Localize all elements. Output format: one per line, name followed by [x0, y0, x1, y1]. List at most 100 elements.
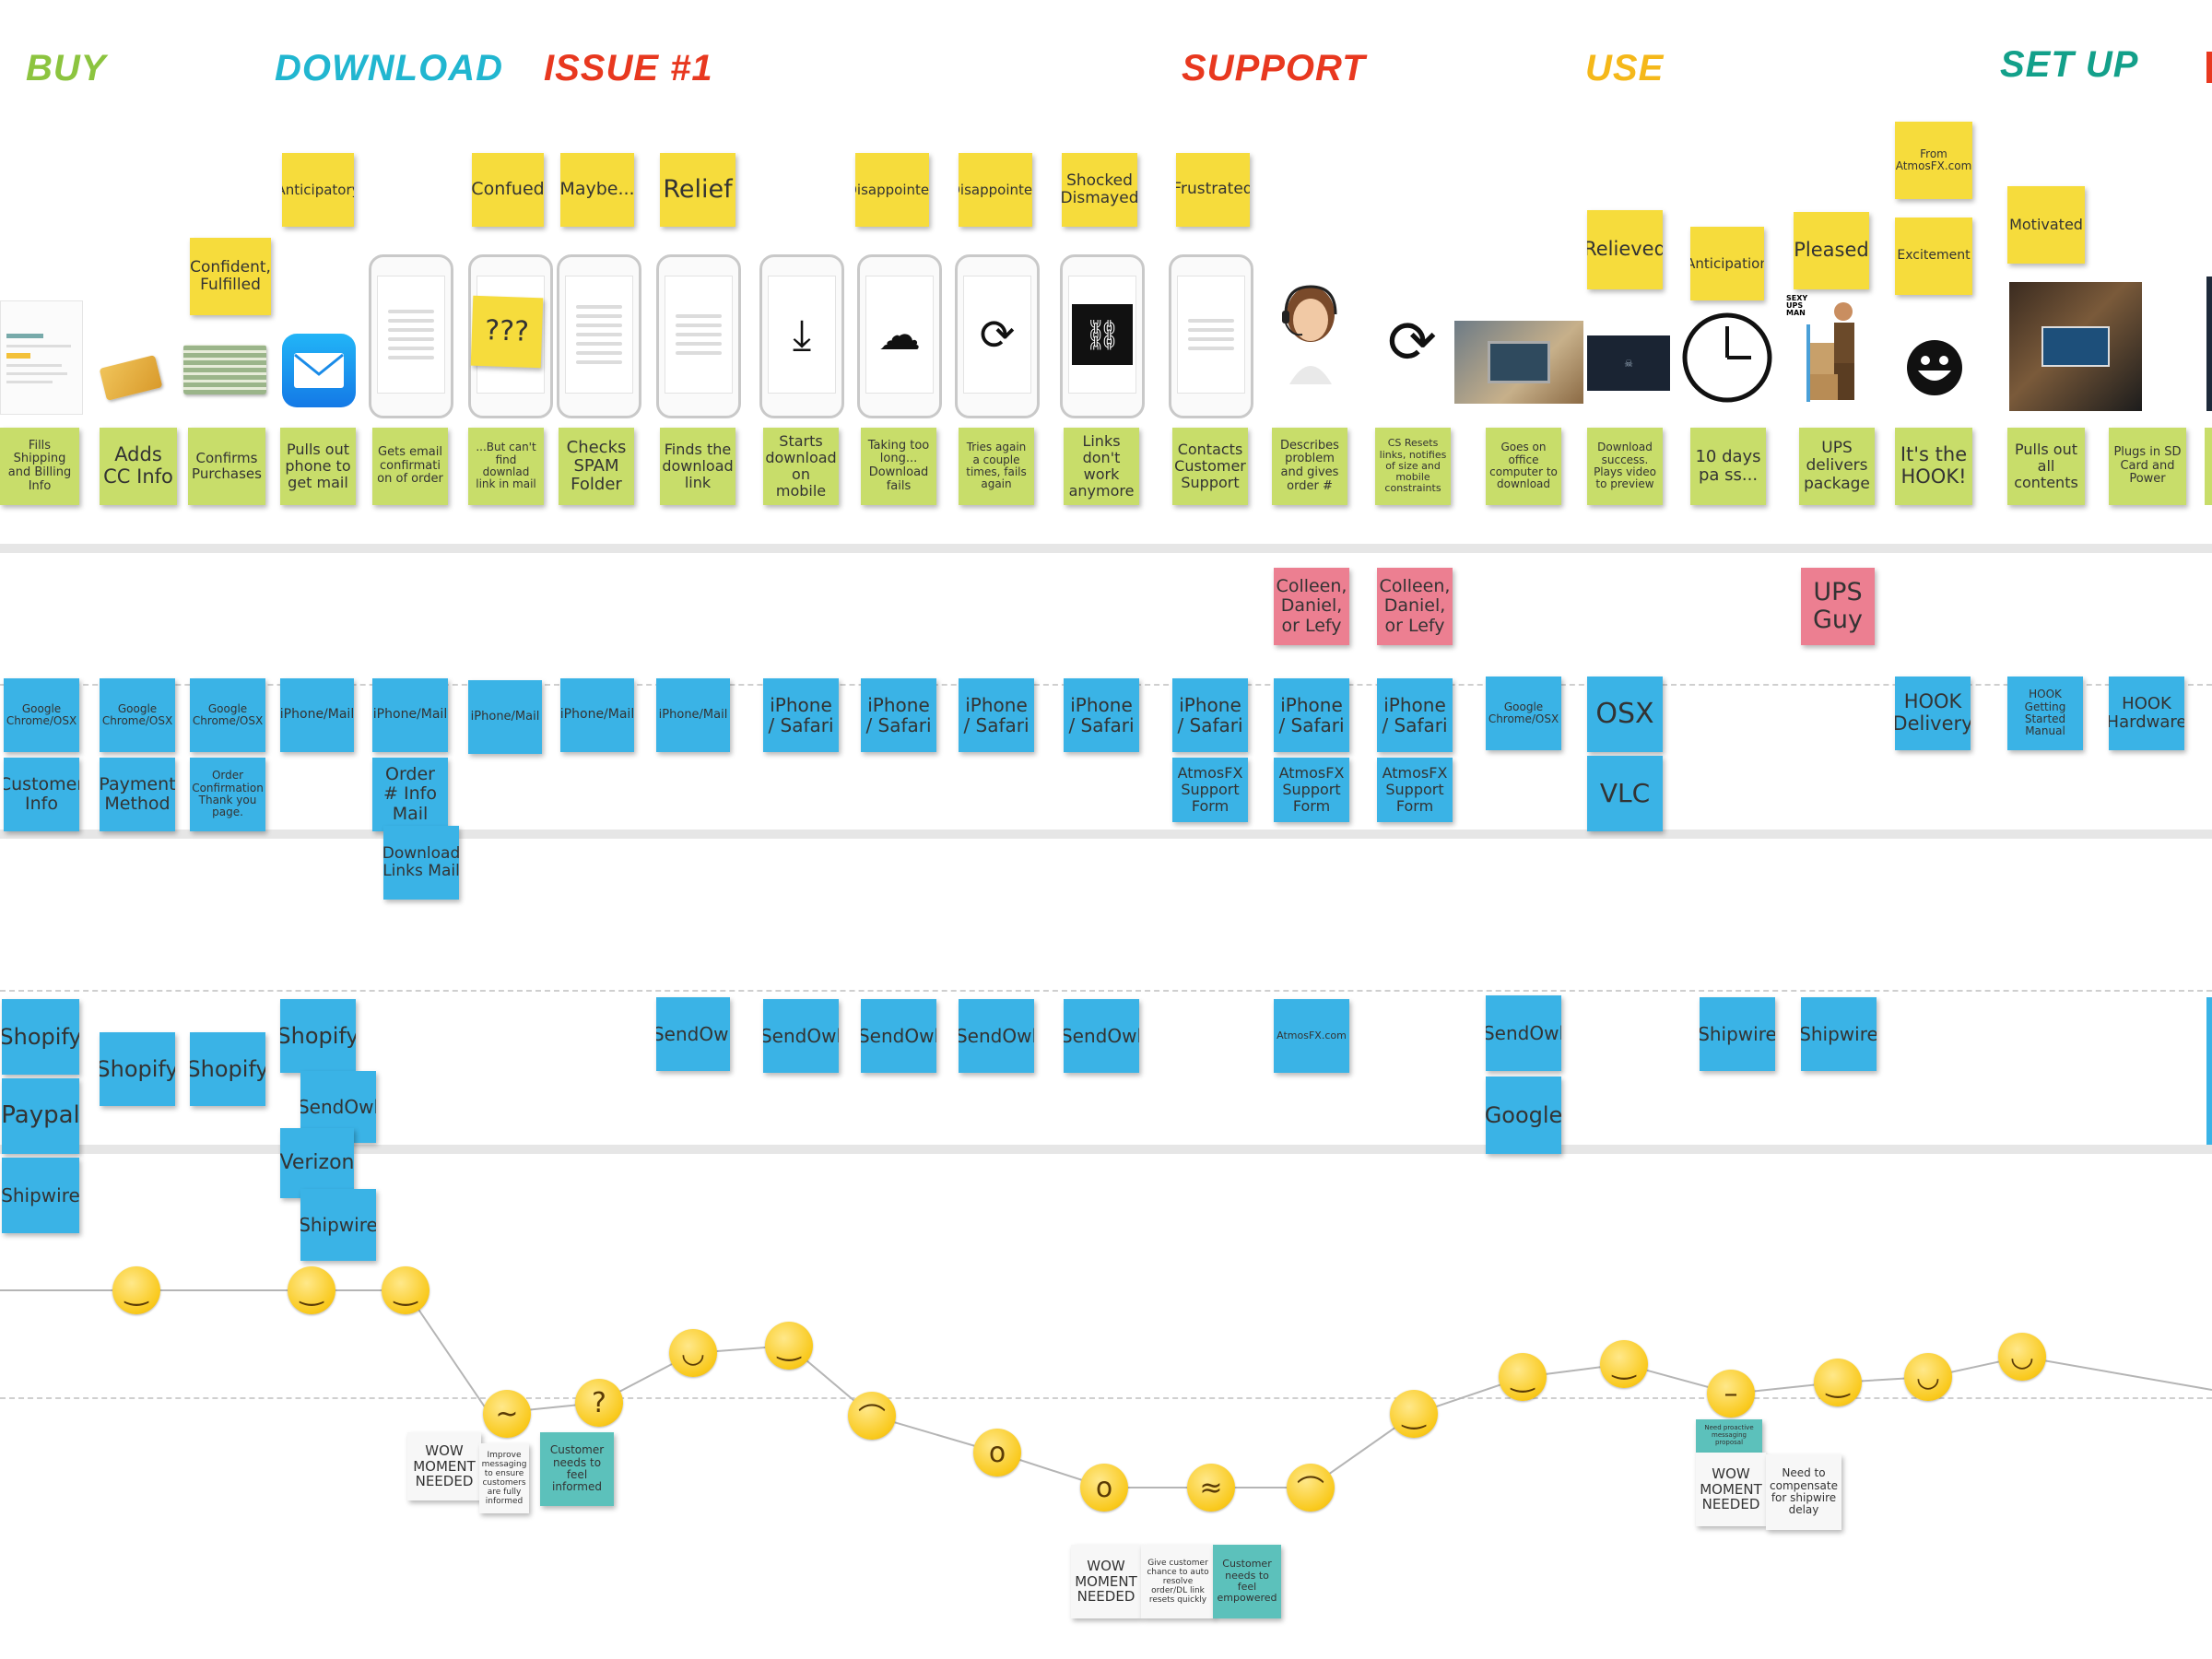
sticky-system: AtmosFX.com: [1274, 999, 1349, 1073]
sticky-touchpoint: Order # Info Mail: [372, 758, 448, 831]
steaming-face-icon: ≈: [1187, 1464, 1235, 1512]
cut-off-action-note: [2205, 428, 2212, 505]
sticky-system: SendOwl: [959, 999, 1034, 1073]
emotion-baseline: [0, 1397, 2212, 1399]
sticky-system: Shipwire: [2, 1158, 79, 1233]
sticky-system: SendOwl: [861, 999, 936, 1073]
sticky-action: Links don't work anymore: [1064, 428, 1139, 505]
slightly-smiling-face-icon: ‿: [1814, 1359, 1862, 1406]
slightly-smiling-face-icon: ‿: [765, 1322, 813, 1370]
slightly-smiling-face-icon: ‿: [1499, 1353, 1547, 1401]
support-agent-photo: [1268, 276, 1353, 385]
phone-support-form-screen: [1169, 254, 1253, 418]
question-marks-note: ???: [470, 295, 544, 369]
sticky-feeling: From AtmosFX.com: [1895, 122, 1972, 199]
sticky-action: ...But can't find downlad link in mail: [468, 428, 544, 505]
frowning-face-icon: ⌒: [1287, 1464, 1335, 1512]
sticky-person: UPS Guy: [1801, 568, 1875, 645]
sticky-feeling: Pleased: [1794, 212, 1869, 289]
sticky-action: Pulls out phone to get mail: [280, 428, 356, 505]
sticky-system: SendOwl: [763, 999, 839, 1073]
office-computer-photo: [1454, 321, 1583, 404]
sticky-action: CS Resets links, notifies of size and mo…: [1375, 428, 1451, 505]
sticky-system: Shopify: [280, 999, 356, 1073]
phase-support: SUPPORT: [1182, 48, 1366, 88]
cash-stack-icon: [181, 339, 269, 400]
sticky-touchpoint: iPhone/Mail: [560, 678, 634, 752]
sticky-feeling: "Maybe...": [560, 153, 634, 227]
checkout-form-screenshot: [0, 300, 83, 415]
phone-download-failed-screen: ☁: [857, 254, 942, 418]
sticky-touchpoint: OSX: [1587, 677, 1663, 752]
sticky-action: Pulls out all contents: [2007, 428, 2085, 505]
phone-download-screen: ⤓: [759, 254, 844, 418]
cloud-error-icon: ☁: [878, 310, 921, 359]
sticky-opportunity: Customer needs to feel informed: [540, 1432, 614, 1506]
sticky-action: Taking too long... Download fails: [861, 428, 936, 505]
sticky-feeling: Relieved: [1587, 210, 1663, 289]
sticky-action: Finds the download link: [660, 428, 735, 505]
phone-download-link-screen: [656, 254, 741, 418]
sticky-action: Describes problem and gives order #: [1272, 428, 1347, 505]
sticky-touchpoint: Download Links Mail: [383, 826, 459, 900]
sticky-action: Goes on office computer to download: [1486, 428, 1561, 505]
cut-off-photo-edge: [2206, 276, 2212, 411]
clock-icon: [1679, 310, 1775, 406]
sticky-touchpoint: Google Chrome/OSX: [190, 678, 265, 752]
sticky-system: Shipwire: [300, 1189, 376, 1261]
sticky-touchpoint: HOOK Getting Started Manual: [2007, 677, 2083, 750]
phase-set-up: SET UP: [2000, 44, 2139, 85]
sticky-touchpoint: iPhone / Safari: [1172, 678, 1248, 752]
sticky-opportunity: Give customer chance to auto resolve ord…: [1141, 1545, 1215, 1618]
sticky-person: Colleen, Daniel, or Lefy: [1274, 568, 1349, 645]
ups-man-photo: SEXY UPS MAN: [1786, 295, 1878, 406]
sticky-touchpoint: iPhone / Safari: [1274, 678, 1349, 752]
anxious-sweat-face-icon: o: [1080, 1464, 1128, 1512]
cut-off-system-note: [2206, 997, 2212, 1145]
open-mouth-face-icon: o: [973, 1429, 1021, 1477]
sticky-action: Adds CC Info: [100, 428, 177, 505]
sticky-touchpoint: VLC: [1587, 756, 1663, 831]
slightly-smiling-face-icon: ‿: [1600, 1340, 1648, 1388]
sticky-touchpoint: Google Chrome/OSX: [1486, 677, 1561, 750]
sticky-system: Shipwire: [1801, 997, 1877, 1071]
phase-issue-1: ISSUE #1: [544, 48, 713, 88]
sticky-feeling: Motivated: [2007, 186, 2085, 264]
sticky-system: Verizon: [280, 1128, 354, 1198]
sticky-system: Shopify: [100, 1032, 175, 1106]
sticky-feeling: Frustrated: [1176, 153, 1250, 227]
refresh-icon: ⟳: [1387, 309, 1437, 377]
grinning-face-icon: ◡: [1998, 1333, 2046, 1381]
neutral-face-icon: –: [1707, 1370, 1755, 1418]
sticky-touchpoint: iPhone/Mail: [280, 678, 354, 752]
phase-buy: BUY: [26, 48, 107, 88]
phone-email-screen: [369, 254, 453, 418]
lane-divider-systems: [0, 1145, 2212, 1154]
sticky-opportunity: Need proactive messaging proposal: [1696, 1419, 1762, 1453]
sticky-touchpoint: Payment Method: [100, 758, 175, 831]
sticky-opportunity: WOW MOMENT NEEDED: [1696, 1453, 1766, 1526]
sticky-action: Fills Shipping and Billing Info: [0, 428, 79, 505]
sticky-opportunity: WOW MOMENT NEEDED: [1071, 1545, 1141, 1618]
sticky-feeling: Disappointed: [959, 153, 1032, 227]
lane-divider-touchpoints: [0, 830, 2212, 839]
sticky-feeling: Relief: [660, 153, 735, 227]
sticky-touchpoint: iPhone / Safari: [1377, 678, 1453, 752]
sticky-feeling: Disappointed: [855, 153, 929, 227]
hook-hardware-photo: [2009, 282, 2142, 411]
sticky-action: 10 days pa ss...: [1690, 428, 1766, 505]
sticky-touchpoint: Google Chrome/OSX: [100, 678, 175, 752]
sticky-person: Colleen, Daniel, or Lefy: [1377, 568, 1453, 645]
sticky-action: Tries again a couple times, fails again: [959, 428, 1034, 505]
sticky-feeling: Confident, Fulfilled: [190, 238, 271, 315]
lane-divider-actions: [0, 544, 2212, 553]
sticky-feeling: Anticipatory: [282, 153, 354, 227]
sticky-action: Checks SPAM Folder: [559, 428, 634, 505]
refresh-icon: ⟳: [979, 310, 1016, 359]
sticky-touchpoint: HOOK Hardware: [2109, 677, 2184, 750]
sticky-system: SendOwl: [1486, 995, 1561, 1071]
sticky-system: Google: [1486, 1077, 1561, 1154]
grinning-face-icon: ◡: [1904, 1353, 1952, 1401]
slightly-smiling-face-icon: ‿: [288, 1266, 335, 1314]
credit-card-icon: [96, 355, 166, 401]
